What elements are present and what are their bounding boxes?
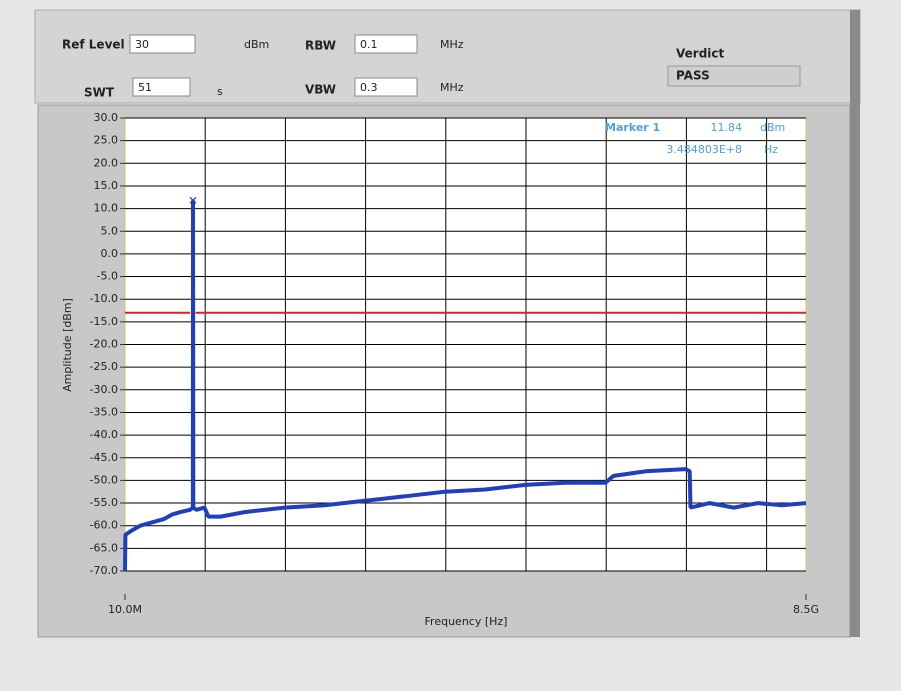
y-tick-label: -5.0 (97, 270, 118, 283)
x-tick-label: 10.0M (108, 603, 142, 616)
ref-level-unit: dBm (244, 38, 269, 51)
y-tick-label: -50.0 (90, 473, 118, 486)
swt-unit: s (217, 85, 223, 98)
marker-frequency: 3.484803E+8 (666, 143, 742, 156)
y-tick-label: -10.0 (90, 292, 118, 305)
y-tick-label: -40.0 (90, 428, 118, 441)
verdict-field (667, 65, 801, 87)
verdict-value: PASS (676, 69, 710, 83)
swt-field[interactable] (132, 77, 191, 97)
marker-value: 11.84 (711, 121, 743, 134)
x-axis-label: Frequency [Hz] (425, 615, 508, 628)
y-tick-label: -70.0 (90, 564, 118, 577)
y-tick-label: -25.0 (90, 360, 118, 373)
y-tick-label: 20.0 (94, 156, 119, 169)
marker-frequency-unit: Hz (764, 143, 778, 156)
y-tick-label: 15.0 (94, 179, 119, 192)
y-tick-label: 30.0 (94, 111, 119, 124)
y-tick-label: -65.0 (90, 541, 118, 554)
ref-level-field[interactable] (129, 34, 196, 54)
y-tick-label: -35.0 (90, 405, 118, 418)
y-axis-label: Amplitude [dBm] (61, 298, 74, 392)
rbw-value: 0.1 (360, 38, 378, 51)
y-tick-label: -45.0 (90, 451, 118, 464)
marker-label: Marker 1 (605, 121, 660, 134)
y-tick-label: -30.0 (90, 383, 118, 396)
vbw-field[interactable] (354, 77, 418, 97)
ref-level-value: 30 (135, 38, 149, 51)
ref-level-label: Ref Level (62, 38, 125, 52)
vbw-value: 0.3 (360, 81, 378, 94)
y-tick-label: 5.0 (101, 224, 119, 237)
y-tick-label: -20.0 (90, 338, 118, 351)
rbw-unit: MHz (440, 38, 464, 51)
y-tick-label: -15.0 (90, 315, 118, 328)
y-tick-label: -55.0 (90, 496, 118, 509)
y-tick-label: 0.0 (101, 247, 119, 260)
swt-value: 51 (138, 81, 152, 94)
vbw-label: VBW (305, 83, 336, 97)
right-border (850, 10, 860, 637)
rbw-label: RBW (305, 39, 336, 53)
y-tick-label: 10.0 (94, 202, 119, 215)
series-line (123, 200, 807, 572)
marker-unit: dBm (760, 121, 785, 134)
verdict-label: Verdict (676, 47, 725, 61)
rbw-field[interactable] (354, 34, 418, 54)
x-tick-label: 8.5G (793, 603, 819, 616)
plot: -70.0 -65.0 -60.0 -55.0 -50.0 -45.0 -40.0 -35.0… (90, 111, 819, 616)
y-tick-label: -60.0 (90, 519, 118, 532)
marker-symbol (189, 196, 197, 204)
y-tick-label: 25.0 (94, 134, 119, 147)
vbw-unit: MHz (440, 81, 464, 94)
swt-label: SWT (84, 86, 115, 100)
